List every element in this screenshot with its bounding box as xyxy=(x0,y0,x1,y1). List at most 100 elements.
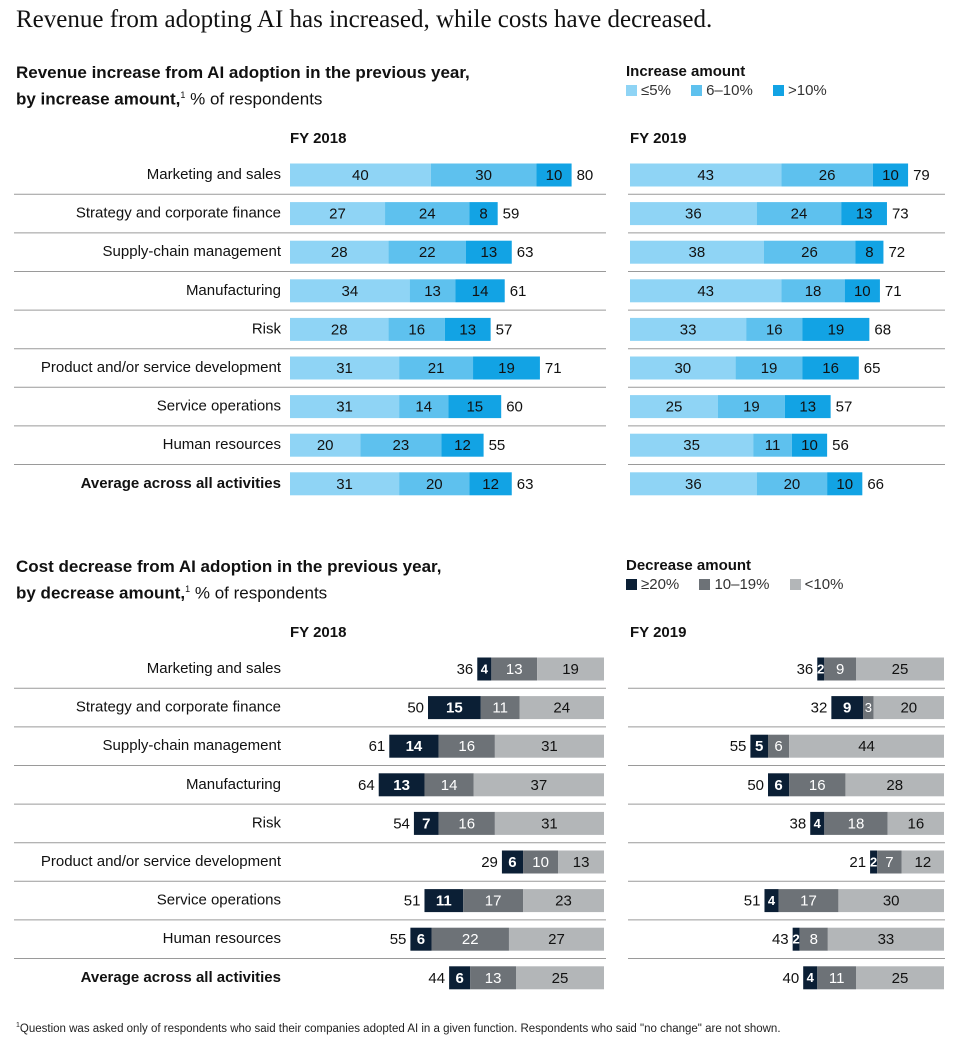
cost-fy2019-segment-label: 33 xyxy=(878,931,895,948)
cost-fy2018-segment-label: 31 xyxy=(541,738,558,755)
revenue-fy2018-bar-segment xyxy=(290,395,400,419)
revenue-fy2019-bar-segment xyxy=(630,163,782,187)
revenue-fy2018-segment-label: 22 xyxy=(419,244,436,261)
revenue-fy2018-segment-label: 20 xyxy=(426,476,443,493)
cost-fy2018-bar-segment xyxy=(523,850,559,874)
legend-swatch xyxy=(789,579,801,590)
cost-fy2018-segment-label: 10 xyxy=(532,854,549,871)
revenue-fy2018-segment-label: 14 xyxy=(472,283,489,300)
cost-fy2019-segment-label: 6 xyxy=(774,738,782,755)
revenue-fy2019-segment-label: 30 xyxy=(674,360,691,377)
cost-fy2018-total-label: 55 xyxy=(390,931,407,948)
cost-fy2018-total-label: 64 xyxy=(358,777,375,794)
revenue-fy2018-total-label: 61 xyxy=(510,283,527,300)
revenue-fy2019-segment-label: 38 xyxy=(689,244,706,261)
revenue-fy2019-segment-label: 43 xyxy=(697,167,714,184)
cost-category-label: Strategy and corporate finance xyxy=(76,699,281,716)
revenue-fy2018-segment-label: 31 xyxy=(336,476,353,493)
revenue-fy2019-bar-segment xyxy=(630,202,757,226)
revenue-fy2018-label: FY 2018 xyxy=(290,130,347,147)
cost-fy2018-bar-segment xyxy=(494,734,604,758)
cost-fy2019-total-label: 21 xyxy=(849,854,866,871)
revenue-fy2018-bar-segment xyxy=(469,472,512,496)
cost-fy2019-total-label: 40 xyxy=(783,970,800,987)
legend-label: >10% xyxy=(787,82,827,99)
revenue-fy2019-bar-segment xyxy=(827,472,863,496)
cost-fy2019-segment-label: 2 xyxy=(870,854,877,869)
cost-fy2019-bar-segment xyxy=(873,696,944,720)
cost-fy2019-bar-segment xyxy=(856,966,944,990)
revenue-fy2019-bar-segment xyxy=(841,202,887,226)
cost-fy2018-segment-label: 4 xyxy=(481,661,489,676)
cost-fy2019-total-label: 50 xyxy=(747,777,764,794)
revenue-section-title: Revenue increase from AI adoption in the… xyxy=(16,62,470,111)
revenue-fy2019-bar-segment xyxy=(756,202,842,226)
cost-fy2019-segment-label: 2 xyxy=(793,932,800,947)
cost-legend-title: Decrease amount xyxy=(626,557,752,574)
cost-fy2018-bar-segment xyxy=(389,734,439,758)
cost-fy2019-bar-segment xyxy=(877,850,902,874)
legend-label: <10% xyxy=(804,576,844,593)
revenue-fy2018-segment-label: 13 xyxy=(424,283,441,300)
footnote-text: Question was asked only of respondents w… xyxy=(19,1022,781,1035)
cost-fy2018-label: FY 2018 xyxy=(290,624,347,641)
revenue-fy2019-bar-segment xyxy=(756,472,828,496)
revenue-fy2018-segment-label: 28 xyxy=(331,244,348,261)
cost-fy2018-segment-label: 13 xyxy=(393,777,410,794)
revenue-fy2018-bar-segment xyxy=(290,356,400,380)
cost-fy2018-bar-segment xyxy=(410,927,432,951)
cost-fy2019-segment-label: 4 xyxy=(768,893,776,908)
revenue-category-label: Strategy and corporate finance xyxy=(76,205,281,222)
revenue-fy2019-bar-segment xyxy=(630,279,782,303)
legend-swatch xyxy=(626,85,637,96)
cost-legend-item-mid: 10–19% xyxy=(699,576,770,593)
cost-fy2019-segment-label: 30 xyxy=(883,893,900,910)
revenue-fy2019-segment-label: 26 xyxy=(819,167,836,184)
revenue-fy2019-segment-label: 33 xyxy=(680,321,697,338)
revenue-fy2019-segment-label: 24 xyxy=(791,206,808,223)
revenue-fy2018-bar-segment xyxy=(430,163,537,187)
revenue-legend-item-high: >10% xyxy=(772,82,827,99)
cost-fy2019-segment-label: 4 xyxy=(807,970,815,985)
revenue-fy2018-segment-label: 16 xyxy=(408,321,425,338)
revenue-fy2019-segment-label: 16 xyxy=(766,321,783,338)
cost-fy2018-bar-segment xyxy=(477,657,492,681)
revenue-fy2019-total-label: 65 xyxy=(864,360,881,377)
cost-fy2019-bar-segment xyxy=(845,773,944,797)
revenue-fy2019-total-label: 73 xyxy=(892,206,909,223)
cost-fy2018-segment-label: 6 xyxy=(417,931,425,948)
cost-fy2019-bar-segment xyxy=(831,696,864,720)
revenue-fy2019-total-label: 68 xyxy=(874,321,891,338)
footnote-marker: 1 xyxy=(16,1022,20,1029)
cost-title-line2: by decrease amount, xyxy=(16,583,186,603)
legend-swatch xyxy=(699,579,711,590)
cost-category-label: Risk xyxy=(252,814,282,831)
cost-fy2018-bar-segment xyxy=(438,811,495,835)
revenue-fy2018-bar-segment xyxy=(388,240,466,264)
revenue-fy2018-segment-label: 13 xyxy=(459,321,476,338)
legend-label: ≥20% xyxy=(641,576,680,593)
revenue-fy2019-total-label: 66 xyxy=(867,476,884,493)
cost-fy2019-segment-label: 9 xyxy=(843,700,851,717)
revenue-category-label: Supply-chain management xyxy=(103,243,282,260)
revenue-fy2019-segment-label: 43 xyxy=(697,283,714,300)
cost-fy2018-bar-segment xyxy=(463,889,524,913)
cost-fy2018-bar-segment xyxy=(449,966,471,990)
cost-fy2018-segment-label: 11 xyxy=(492,700,508,717)
cost-fy2018-bar-segment xyxy=(480,696,520,720)
cost-fy2019-segment-label: 4 xyxy=(814,816,822,831)
revenue-fy2019-segment-label: 19 xyxy=(743,399,760,416)
cost-title-line1: Cost decrease from AI adoption in the pr… xyxy=(16,557,442,576)
cost-fy2018-bar-segment xyxy=(516,966,604,990)
revenue-fy2018-total-label: 80 xyxy=(577,167,594,184)
revenue-fy2018-segment-label: 12 xyxy=(482,476,499,493)
revenue-fy2019-bar-segment xyxy=(630,472,757,496)
revenue-category-label: Risk xyxy=(252,320,282,337)
cost-fy2019-segment-label: 18 xyxy=(848,815,865,832)
cost-legend-item-low: <10% xyxy=(789,576,844,593)
cost-fy2018-bar-segment xyxy=(438,734,495,758)
revenue-fy2018-bar-segment xyxy=(473,356,540,380)
cost-fy2019-bar-segment xyxy=(824,657,856,681)
revenue-fy2019-segment-label: 16 xyxy=(822,360,839,377)
revenue-legend-item-low: ≤5% xyxy=(626,82,671,99)
